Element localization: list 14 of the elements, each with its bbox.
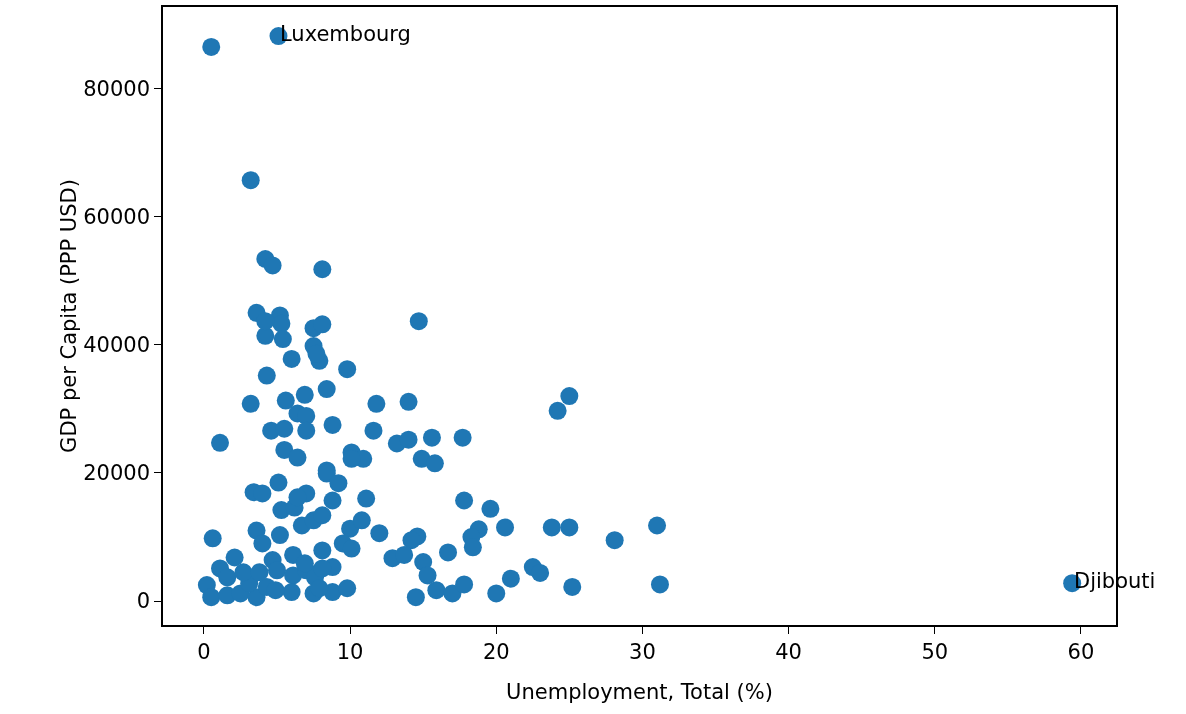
x-tick-label: 30	[629, 639, 656, 664]
y-tick-label: 60000	[83, 205, 151, 230]
y-tick-label: 40000	[83, 333, 151, 358]
y-axis-title: GDP per Capita (PPP USD)	[57, 179, 82, 453]
x-tick-label: 40	[775, 639, 802, 664]
x-axis-title: Unemployment, Total (%)	[506, 679, 773, 704]
x-tick-label: 0	[197, 639, 211, 664]
y-tick-label: 80000	[83, 76, 151, 101]
y-tick-label: 20000	[83, 461, 151, 486]
x-tick-label: 20	[482, 639, 510, 664]
y-tick-label: 0	[136, 589, 151, 614]
x-tick-label: 50	[921, 639, 949, 664]
x-tick-label: 10	[336, 639, 364, 664]
x-tick-label: 60	[1067, 639, 1095, 664]
